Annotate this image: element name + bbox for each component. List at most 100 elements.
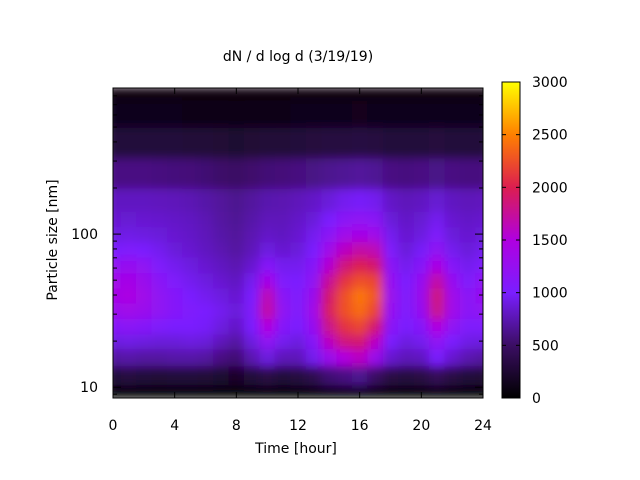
heatmap-cell bbox=[113, 157, 122, 189]
heatmap-cell bbox=[413, 241, 430, 258]
heatmap-cell bbox=[413, 210, 430, 228]
heatmap-cell bbox=[244, 210, 261, 228]
heatmap-cell bbox=[197, 348, 214, 367]
heatmap-cell bbox=[336, 188, 353, 212]
heatmap-cell bbox=[382, 256, 399, 274]
heatmap-cell bbox=[429, 272, 446, 289]
heatmap-cell bbox=[367, 365, 384, 386]
heatmap-cell bbox=[305, 157, 322, 189]
heatmap-cell bbox=[336, 241, 353, 258]
heatmap-cell bbox=[444, 348, 461, 367]
heatmap-cell bbox=[336, 302, 353, 319]
heatmap-cell bbox=[182, 302, 199, 319]
heatmap-cell bbox=[213, 333, 230, 350]
heatmap-cell bbox=[336, 256, 353, 274]
heatmap-cell bbox=[274, 348, 292, 367]
heatmap-cell bbox=[305, 333, 322, 350]
heatmap-cell bbox=[336, 318, 353, 335]
heatmap-cell bbox=[151, 188, 168, 212]
heatmap-cell bbox=[367, 226, 384, 243]
heatmap-cell bbox=[182, 256, 199, 274]
heatmap-cell bbox=[413, 157, 430, 189]
heatmap-cell bbox=[274, 157, 292, 189]
heatmap-cell bbox=[113, 256, 122, 274]
heatmap-cell bbox=[120, 384, 137, 398]
heatmap-cell bbox=[305, 318, 322, 335]
colorbar-tick-label: 2000 bbox=[532, 180, 568, 196]
heatmap-cell bbox=[382, 287, 399, 304]
heatmap-cell bbox=[352, 226, 369, 243]
heatmap-cell bbox=[113, 188, 122, 212]
y-tick-label: 100 bbox=[71, 227, 98, 243]
heatmap-cell bbox=[305, 188, 322, 212]
heatmap-cell bbox=[136, 365, 153, 386]
heatmap-cell bbox=[367, 287, 384, 304]
heatmap-cell bbox=[197, 157, 214, 189]
heatmap-cell bbox=[444, 126, 461, 159]
heatmap-cell bbox=[197, 287, 214, 304]
heatmap-cell bbox=[429, 318, 446, 335]
heatmap-cell bbox=[274, 318, 292, 335]
heatmap-cell bbox=[259, 302, 276, 319]
heatmap-cell bbox=[336, 272, 353, 289]
heatmap-cell bbox=[120, 348, 137, 367]
heatmap-cell bbox=[136, 287, 153, 304]
heatmap-cell bbox=[244, 188, 261, 212]
heatmap-cell bbox=[244, 157, 261, 189]
heatmap-cell bbox=[167, 88, 184, 101]
heatmap-cell bbox=[213, 99, 230, 128]
heatmap-cell bbox=[398, 333, 415, 350]
heatmap-cell bbox=[113, 348, 122, 367]
heatmap-cell bbox=[382, 333, 399, 350]
heatmap-cell bbox=[367, 99, 384, 128]
heatmap-cell bbox=[182, 226, 199, 243]
heatmap-cell bbox=[336, 88, 353, 101]
heatmap-cell bbox=[398, 241, 415, 258]
heatmap-cell bbox=[475, 256, 483, 274]
heatmap-cell bbox=[459, 302, 477, 319]
heatmap-cell bbox=[197, 384, 214, 398]
heatmap-cell bbox=[382, 157, 399, 189]
heatmap-cell bbox=[290, 256, 307, 274]
heatmap-cell bbox=[182, 99, 199, 128]
heatmap-cell bbox=[197, 226, 214, 243]
heatmap-cell bbox=[213, 318, 230, 335]
heatmap-cell bbox=[213, 226, 230, 243]
heatmap-cell bbox=[398, 365, 415, 386]
heatmap-cell bbox=[120, 256, 137, 274]
heatmap-cell bbox=[321, 333, 338, 350]
heatmap-cell bbox=[136, 302, 153, 319]
heatmap-cell bbox=[136, 88, 153, 101]
heatmap-cell bbox=[429, 256, 446, 274]
heatmap-cell bbox=[321, 210, 338, 228]
heatmap-cell bbox=[167, 318, 184, 335]
x-axis: 0 4 8 12 16 20 24 bbox=[109, 88, 492, 434]
heatmap-cell bbox=[259, 226, 276, 243]
heatmap-cell bbox=[113, 272, 122, 289]
heatmap-cell bbox=[244, 365, 261, 386]
heatmap-cell bbox=[352, 348, 369, 367]
heatmap-cell bbox=[475, 126, 483, 159]
heatmap-cell bbox=[213, 272, 230, 289]
heatmap-cell bbox=[274, 126, 292, 159]
heatmap-cell bbox=[290, 188, 307, 212]
heatmap-cell bbox=[197, 99, 214, 128]
heatmap-cell bbox=[274, 188, 292, 212]
heatmap-cell bbox=[197, 241, 214, 258]
chart-title: dN / d log d (3/19/19) bbox=[223, 49, 373, 65]
heatmap-cell bbox=[305, 126, 322, 159]
heatmap-cell bbox=[321, 126, 338, 159]
heatmap-cell bbox=[413, 384, 430, 398]
heatmap-cell bbox=[321, 99, 338, 128]
heatmap-cell bbox=[413, 348, 430, 367]
heatmap-cell bbox=[167, 287, 184, 304]
heatmap-cell bbox=[182, 318, 199, 335]
heatmap-cell bbox=[151, 241, 168, 258]
heatmap-cell bbox=[274, 384, 292, 398]
heatmap-cell bbox=[305, 226, 322, 243]
heatmap-cell bbox=[321, 88, 338, 101]
heatmap-cell bbox=[244, 287, 261, 304]
heatmap-cell bbox=[182, 272, 199, 289]
heatmap-cell bbox=[444, 226, 461, 243]
heatmap-cell bbox=[336, 226, 353, 243]
